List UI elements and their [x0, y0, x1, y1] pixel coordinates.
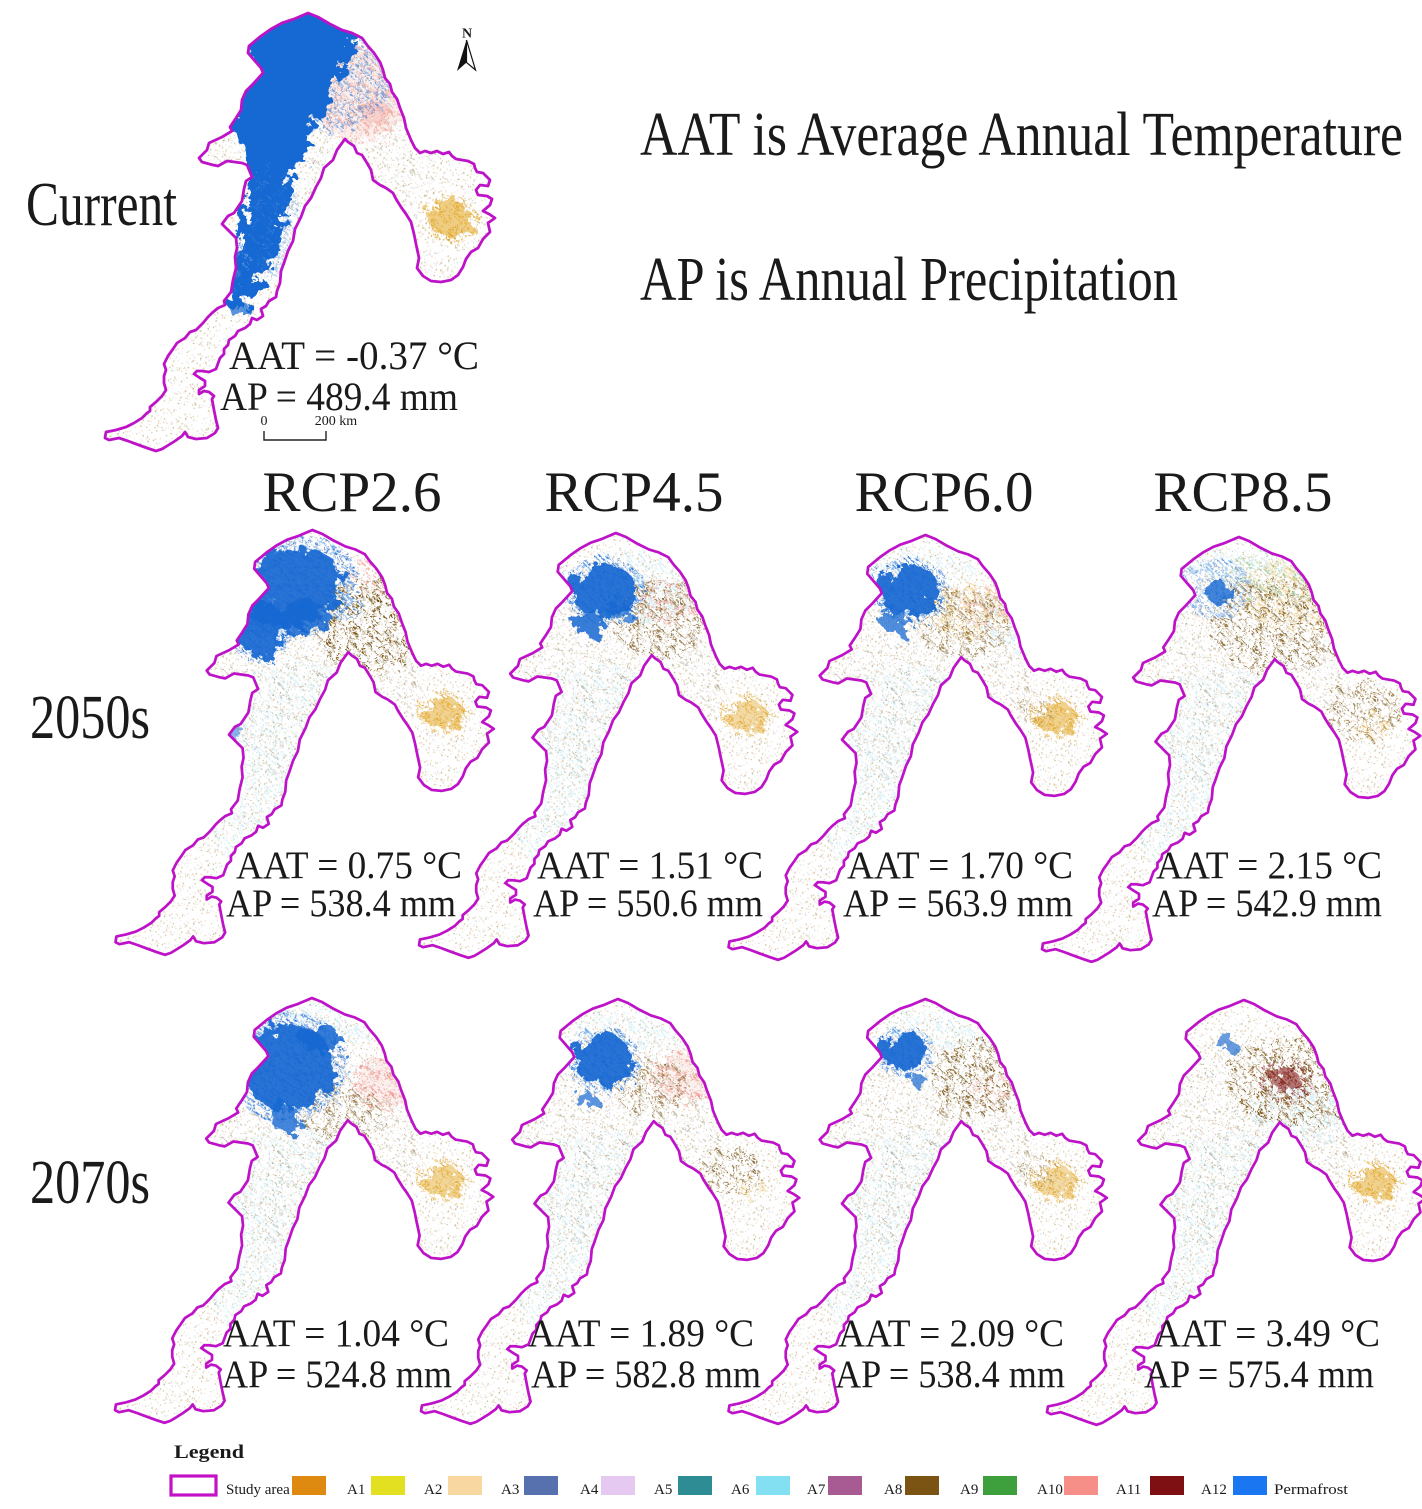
svg-text:AAT = -0.37 °C: AAT = -0.37 °C	[229, 333, 479, 378]
svg-text:Legend: Legend	[174, 1442, 244, 1463]
svg-text:AP = 524.8 mm: AP = 524.8 mm	[222, 1353, 452, 1396]
svg-text:AAT = 2.15 °C: AAT = 2.15 °C	[1156, 844, 1382, 887]
svg-text:Permafrost: Permafrost	[1274, 1482, 1349, 1498]
svg-text:AP = 582.8 mm: AP = 582.8 mm	[531, 1353, 761, 1396]
svg-text:AP = 575.4 mm: AP = 575.4 mm	[1144, 1353, 1374, 1396]
svg-text:AP = 563.9 mm: AP = 563.9 mm	[843, 882, 1073, 925]
svg-text:A4: A4	[580, 1482, 599, 1498]
svg-text:AP = 538.4 mm: AP = 538.4 mm	[226, 882, 456, 925]
svg-text:AAT = 1.51 °C: AAT = 1.51 °C	[537, 844, 763, 887]
svg-text:AAT is Average Annual Temperat: AAT is Average Annual Temperature	[640, 101, 1403, 169]
svg-text:RCP8.5: RCP8.5	[1154, 461, 1333, 524]
svg-text:RCP6.0: RCP6.0	[855, 461, 1034, 524]
svg-text:200 km: 200 km	[315, 414, 358, 429]
svg-text:A10: A10	[1037, 1482, 1063, 1498]
svg-text:A2: A2	[424, 1482, 442, 1498]
svg-text:AP = 542.9 mm: AP = 542.9 mm	[1152, 882, 1382, 925]
svg-text:RCP2.6: RCP2.6	[263, 461, 442, 524]
svg-text:A6: A6	[731, 1482, 750, 1498]
svg-text:AP is Annual Precipitation: AP is Annual Precipitation	[640, 246, 1178, 314]
svg-text:0: 0	[261, 414, 268, 429]
svg-text:AAT = 0.75 °C: AAT = 0.75 °C	[236, 844, 462, 887]
svg-text:AAT = 2.09 °C: AAT = 2.09 °C	[838, 1312, 1064, 1355]
svg-text:AAT = 1.70 °C: AAT = 1.70 °C	[847, 844, 1073, 887]
svg-text:A8: A8	[884, 1482, 902, 1498]
svg-text:A9: A9	[960, 1482, 978, 1498]
svg-text:AP = 489.4 mm: AP = 489.4 mm	[220, 374, 458, 419]
svg-text:Study area: Study area	[226, 1482, 290, 1498]
svg-text:2070s: 2070s	[30, 1149, 150, 1217]
svg-text:AP = 538.4 mm: AP = 538.4 mm	[835, 1353, 1065, 1396]
svg-text:AAT = 1.89 °C: AAT = 1.89 °C	[528, 1312, 754, 1355]
svg-text:A1: A1	[347, 1482, 365, 1498]
svg-text:2050s: 2050s	[30, 684, 150, 752]
svg-text:AAT = 3.49 °C: AAT = 3.49 °C	[1154, 1312, 1380, 1355]
svg-text:AP = 550.6 mm: AP = 550.6 mm	[533, 882, 763, 925]
svg-text:A7: A7	[807, 1482, 826, 1498]
svg-text:A5: A5	[654, 1482, 672, 1498]
svg-text:A12: A12	[1201, 1482, 1227, 1498]
svg-text:N: N	[462, 27, 472, 42]
svg-text:A11: A11	[1116, 1482, 1141, 1498]
svg-text:AAT = 1.04 °C: AAT = 1.04 °C	[223, 1312, 449, 1355]
svg-text:A3: A3	[501, 1482, 519, 1498]
svg-text:Current: Current	[26, 171, 177, 239]
svg-text:RCP4.5: RCP4.5	[545, 461, 724, 524]
